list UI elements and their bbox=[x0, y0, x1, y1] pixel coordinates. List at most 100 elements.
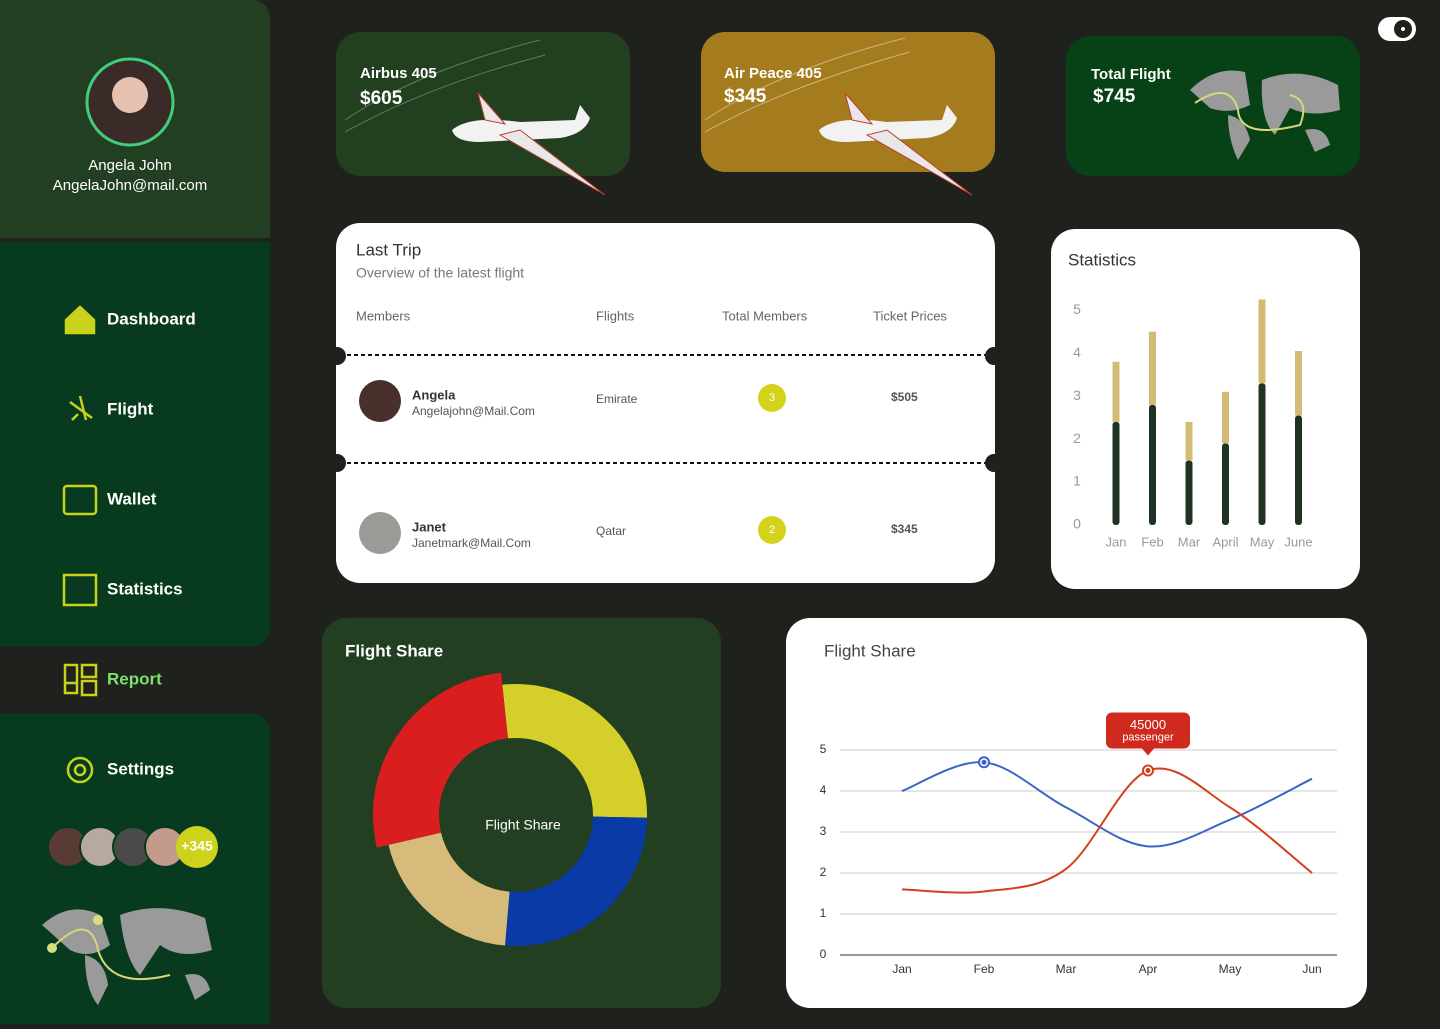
annotation-label: 45000 bbox=[1130, 717, 1166, 732]
more-count: +345 bbox=[181, 838, 213, 854]
donut-segment bbox=[505, 816, 647, 946]
y-tick-label: 1 bbox=[820, 906, 827, 920]
x-tick-label: Jun bbox=[1302, 962, 1321, 976]
chart-title: Flight Share bbox=[345, 641, 443, 660]
y-tick-label: 1 bbox=[1073, 473, 1081, 489]
nav-icons bbox=[62, 305, 98, 784]
bar-segment bbox=[1258, 383, 1266, 525]
line-series bbox=[901, 767, 1313, 894]
point-marker-dot bbox=[1145, 768, 1151, 773]
x-tick-label: Jan bbox=[1106, 534, 1127, 549]
bar-segment bbox=[1112, 421, 1120, 525]
column-header: Ticket Prices bbox=[873, 308, 947, 323]
icon-settings bbox=[66, 756, 94, 784]
icon-settings bbox=[73, 763, 87, 777]
table-card bbox=[336, 223, 995, 583]
member-badge bbox=[758, 384, 786, 412]
bar-segment bbox=[1258, 299, 1266, 384]
more-badge bbox=[176, 826, 218, 868]
world-map bbox=[1190, 70, 1340, 160]
line-series bbox=[901, 761, 1313, 848]
theme-toggle[interactable] bbox=[1378, 17, 1416, 41]
icon-report bbox=[63, 663, 98, 697]
ticket-separators bbox=[328, 347, 1003, 472]
y-tick-label: 5 bbox=[820, 742, 827, 756]
y-tick-label: 3 bbox=[820, 824, 827, 838]
member-email: Angelajohn@Mail.Com bbox=[412, 404, 535, 418]
donut-center-label: Flight Share bbox=[485, 817, 561, 833]
world-map bbox=[42, 908, 212, 1005]
bar-segment bbox=[1295, 415, 1302, 525]
profile-name: Angela John bbox=[88, 157, 171, 174]
table-title: Last Trip bbox=[356, 240, 421, 259]
x-tick-label: Mar bbox=[1178, 534, 1201, 549]
column-header: Total Members bbox=[722, 308, 808, 323]
icon-flight bbox=[69, 395, 93, 421]
x-tick-label: May bbox=[1219, 962, 1242, 976]
bar-segment bbox=[1112, 361, 1120, 422]
x-tick-label: Feb bbox=[1141, 534, 1163, 549]
flight: Emirate bbox=[596, 392, 638, 406]
nav-item[interactable]: Report bbox=[107, 669, 162, 688]
icon-statistics bbox=[62, 573, 98, 607]
member-avatars bbox=[47, 826, 218, 868]
flight: Qatar bbox=[596, 524, 626, 538]
y-tick-label: 2 bbox=[1073, 430, 1081, 446]
card-price: $605 bbox=[360, 88, 403, 109]
x-tick-label: May bbox=[1250, 534, 1275, 549]
nav-item[interactable]: Dashboard bbox=[107, 309, 196, 328]
y-tick-label: 3 bbox=[1073, 387, 1081, 403]
member-badge bbox=[758, 516, 786, 544]
x-tick-label: Jan bbox=[892, 962, 911, 976]
nav-item[interactable]: Statistics bbox=[107, 579, 183, 598]
bar-segment bbox=[1185, 460, 1193, 525]
x-tick-label: Feb bbox=[974, 962, 995, 976]
chart-title: Flight Share bbox=[824, 641, 916, 660]
plane bbox=[344, 39, 606, 196]
nav-item[interactable]: Settings bbox=[107, 759, 174, 778]
bar-segment bbox=[1149, 404, 1156, 525]
y-tick-label: 4 bbox=[820, 783, 827, 797]
point-marker-dot bbox=[981, 759, 987, 765]
row-avatar bbox=[359, 512, 401, 554]
card-price: $745 bbox=[1093, 86, 1136, 107]
card-price: $345 bbox=[724, 86, 767, 107]
nav-item[interactable]: Flight bbox=[107, 399, 154, 418]
nav-item[interactable]: Wallet bbox=[107, 489, 157, 508]
y-tick-label: 5 bbox=[1073, 301, 1081, 317]
bar-segment bbox=[1222, 443, 1229, 525]
total-members: 2 bbox=[769, 524, 775, 536]
plane bbox=[704, 37, 973, 196]
x-tick-label: Apr bbox=[1139, 962, 1158, 976]
y-tick-label: 2 bbox=[820, 865, 827, 879]
total-members: 3 bbox=[769, 392, 775, 404]
donut-segment bbox=[502, 684, 647, 818]
column-header: Flights bbox=[596, 308, 635, 323]
y-tick-label: 0 bbox=[1073, 516, 1081, 532]
card-title: Airbus 405 bbox=[360, 65, 437, 82]
ticket-price: $505 bbox=[891, 390, 918, 404]
ticket-price: $345 bbox=[891, 522, 918, 536]
x-tick-label: April bbox=[1212, 534, 1238, 549]
x-tick-label: June bbox=[1284, 534, 1312, 549]
column-header: Members bbox=[356, 308, 411, 323]
row-avatar bbox=[359, 380, 401, 422]
chart-title: Statistics bbox=[1068, 250, 1136, 269]
table-subtitle: Overview of the latest flight bbox=[356, 265, 524, 281]
icon-home bbox=[64, 305, 96, 335]
icon-wallet bbox=[62, 484, 98, 516]
donut-segment bbox=[388, 832, 510, 946]
y-tick-label: 4 bbox=[1073, 344, 1081, 360]
donut-segment bbox=[373, 672, 508, 848]
y-tick-label: 0 bbox=[820, 947, 827, 961]
annotation-sublabel: passenger bbox=[1122, 731, 1174, 743]
member-name: Janet bbox=[412, 519, 447, 534]
annotation-bubble bbox=[1106, 712, 1190, 756]
x-tick-label: Mar bbox=[1056, 962, 1077, 976]
nav-panel bbox=[0, 242, 270, 647]
nav-active-bg bbox=[36, 648, 296, 713]
member-name: Angela bbox=[412, 387, 456, 402]
bar-segment bbox=[1222, 391, 1229, 444]
